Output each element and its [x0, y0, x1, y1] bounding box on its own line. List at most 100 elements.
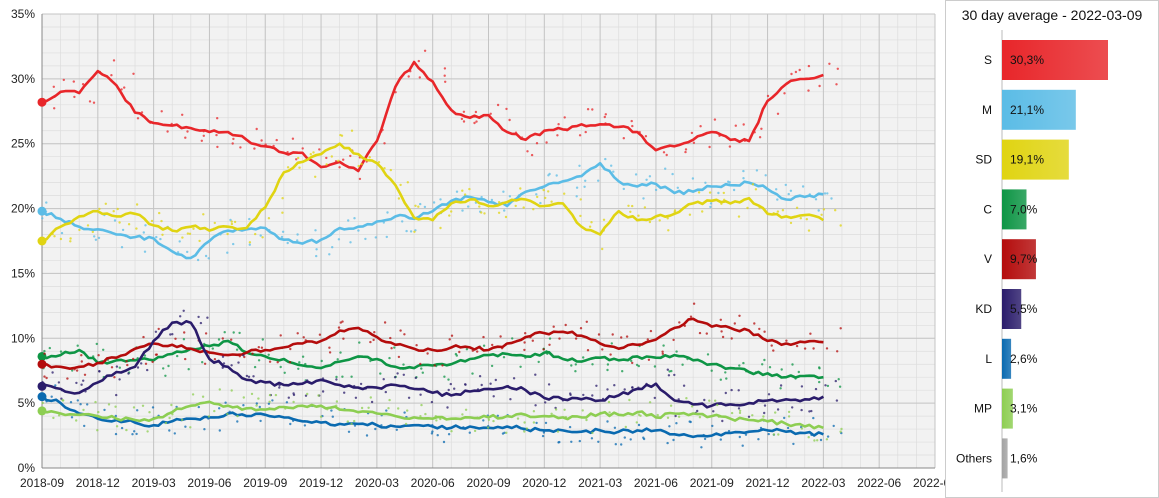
poll-point: [490, 198, 494, 202]
poll-point: [135, 432, 138, 436]
poll-point: [374, 427, 377, 431]
poll-point: [43, 352, 46, 355]
poll-point: [624, 425, 627, 429]
bar-chart-panel: 30 day average - 2022-03-09 S 30,3% M 21,1% S…: [945, 0, 1159, 498]
poll-point: [112, 210, 115, 213]
poll-point: [118, 221, 121, 224]
x-tick-label: 2022-06: [857, 476, 901, 490]
poll-point: [646, 338, 649, 341]
poll-point: [503, 431, 506, 434]
poll-point: [255, 402, 258, 405]
poll-point: [151, 406, 155, 409]
poll-point: [52, 85, 55, 89]
poll-point: [835, 83, 838, 86]
bar-v: [1002, 239, 1036, 280]
poll-point: [785, 339, 788, 342]
poll-point: [610, 164, 613, 167]
poll-point: [464, 383, 467, 386]
poll-point: [630, 359, 633, 363]
poll-point: [703, 437, 707, 441]
poll-point: [61, 399, 64, 402]
poll-point: [110, 366, 114, 369]
x-tick-label: 2019-06: [187, 476, 231, 490]
poll-point: [159, 237, 162, 241]
poll-point: [238, 331, 241, 335]
poll-point: [629, 438, 632, 441]
poll-point: [637, 364, 640, 368]
poll-point: [136, 409, 139, 412]
poll-point: [503, 209, 506, 212]
poll-point: [697, 191, 701, 194]
poll-point: [336, 358, 339, 361]
y-tick-label: 5%: [18, 396, 36, 410]
poll-point: [714, 399, 717, 402]
poll-point: [280, 235, 284, 239]
poll-point: [682, 384, 686, 387]
poll-point: [569, 393, 572, 397]
poll-point: [653, 396, 656, 400]
poll-point: [813, 439, 816, 442]
poll-point: [385, 235, 388, 239]
poll-point: [179, 315, 182, 318]
poll-point: [612, 170, 615, 173]
poll-point: [685, 397, 688, 400]
poll-point: [60, 231, 64, 235]
poll-point: [223, 331, 226, 334]
poll-point: [473, 121, 476, 125]
poll-point: [544, 401, 547, 404]
poll-point: [97, 410, 100, 414]
poll-point: [643, 206, 647, 209]
poll-point: [314, 229, 317, 232]
x-tick-label: 2021-12: [746, 476, 790, 490]
poll-point: [384, 390, 387, 394]
series-line: [41, 142, 825, 243]
poll-point: [127, 223, 131, 226]
poll-point: [271, 399, 274, 402]
poll-point: [95, 342, 99, 346]
poll-point: [602, 218, 606, 221]
poll-point: [836, 67, 839, 71]
poll-point: [535, 421, 538, 425]
poll-point: [666, 217, 669, 220]
poll-point: [465, 348, 469, 351]
poll-point: [671, 172, 674, 176]
poll-point: [751, 414, 754, 417]
poll-point: [218, 388, 221, 391]
bar-category-label: MP: [974, 402, 992, 416]
poll-point: [776, 198, 779, 201]
poll-point: [591, 108, 594, 111]
poll-point: [337, 326, 341, 329]
poll-point: [423, 49, 427, 52]
poll-point: [183, 331, 186, 334]
poll-point: [331, 246, 334, 249]
poll-point: [258, 405, 261, 409]
poll-point: [330, 409, 333, 412]
poll-point: [607, 400, 611, 404]
poll-point: [648, 220, 652, 224]
series-start-marker: [37, 97, 47, 107]
poll-point: [221, 355, 225, 358]
poll-point: [675, 422, 678, 425]
poll-point: [75, 381, 78, 385]
x-tick-label: 2018-09: [20, 476, 64, 490]
poll-point: [595, 384, 598, 387]
poll-point: [314, 175, 317, 178]
poll-point: [797, 370, 800, 374]
poll-point: [325, 156, 328, 160]
poll-point: [181, 236, 184, 239]
y-tick-label: 35%: [11, 7, 35, 21]
poll-point: [725, 377, 728, 380]
poll-point: [583, 185, 586, 188]
bar-value-label: 1,6%: [1010, 451, 1038, 465]
poll-point: [144, 224, 147, 227]
poll-point: [678, 321, 681, 324]
poll-point: [237, 361, 240, 364]
poll-point: [698, 416, 702, 419]
poll-point: [312, 151, 315, 154]
poll-point: [799, 217, 802, 220]
poll-point: [115, 393, 118, 397]
poll-point: [603, 115, 606, 119]
poll-point: [783, 92, 786, 95]
poll-point: [383, 167, 386, 170]
poll-point: [742, 169, 745, 173]
